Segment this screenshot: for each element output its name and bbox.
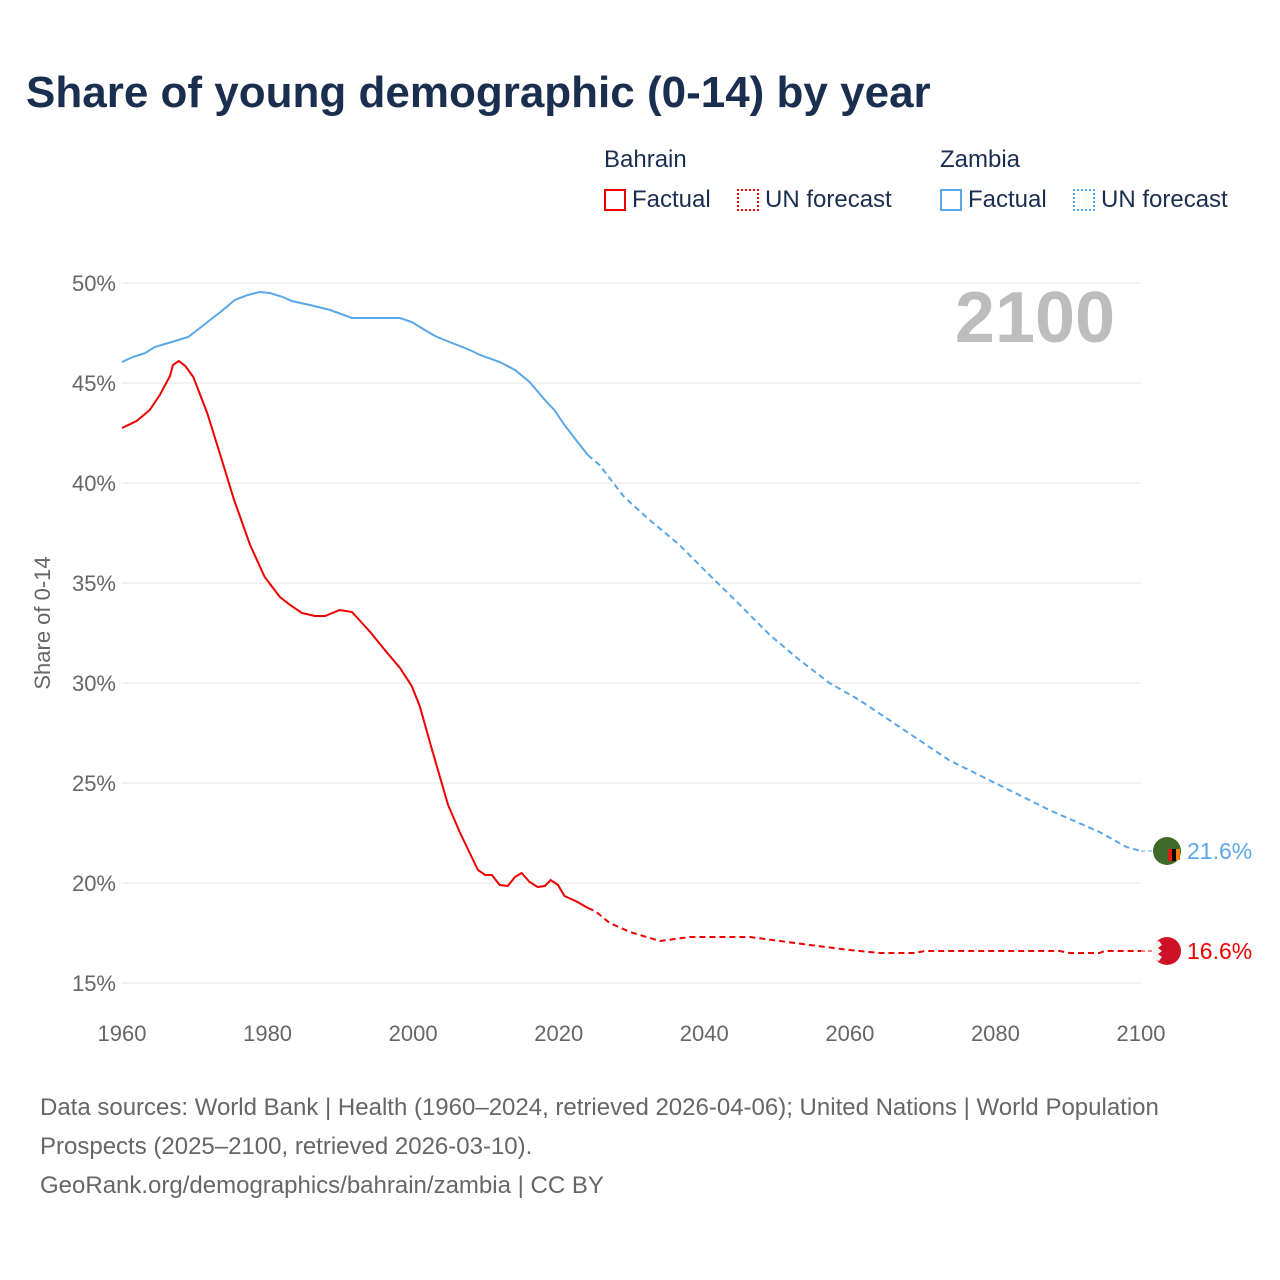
zambia-forecast-line (587, 454, 1142, 852)
x-tick-label: 1960 (98, 1021, 147, 1046)
legend-zambia-forecast[interactable]: UN forecast (1073, 186, 1228, 214)
legend-swatch (940, 189, 962, 211)
legend-swatch (1073, 189, 1095, 211)
plot-area: 2100 Share of 0-14 15% 20% 25% 30% 35% 40% 45%… (30, 271, 1252, 1046)
y-axis-label: Share of 0-14 (30, 556, 55, 689)
legend-label: UN forecast (1101, 186, 1228, 213)
legend-label: UN forecast (765, 186, 892, 213)
zambia-factual-line (121, 290, 589, 456)
y-tick-label: 25% (72, 771, 116, 796)
flag-stripe (1168, 849, 1172, 861)
flag-stripe (1176, 849, 1180, 860)
y-tick-label: 50% (72, 271, 116, 296)
x-tick-label: 2000 (389, 1021, 438, 1046)
y-tick-label: 40% (72, 471, 116, 496)
x-tick-label: 2020 (534, 1021, 583, 1046)
legend-label: Factual (968, 186, 1047, 213)
y-tick-label: 20% (72, 871, 116, 896)
year-watermark: 2100 (955, 278, 1115, 358)
zambia-end-value-label: 21.6% (1187, 838, 1252, 864)
flag-stripe (1172, 849, 1176, 861)
x-tick-label: 2100 (1117, 1021, 1166, 1046)
y-tick-label: 45% (72, 371, 116, 396)
x-tick-label: 2040 (680, 1021, 729, 1046)
legend-swatch (604, 189, 626, 211)
x-tick-label: 2080 (971, 1021, 1020, 1046)
bahrain-factual-line (121, 359, 589, 909)
x-tick-label: 1980 (243, 1021, 292, 1046)
legend-group-bahrain: Bahrain (604, 146, 687, 173)
y-tick-label: 15% (72, 971, 116, 996)
legend-zambia-factual[interactable]: Factual (940, 186, 1047, 214)
legend-swatch (737, 189, 759, 211)
y-tick-label: 30% (72, 671, 116, 696)
source-url[interactable]: GeoRank.org/demographics/bahrain/zambia … (40, 1172, 604, 1199)
legend-label: Factual (632, 186, 711, 213)
source-line: Data sources: World Bank | Health (1960–… (40, 1094, 1159, 1160)
legend-bahrain-factual[interactable]: Factual (604, 186, 711, 214)
chart-title: Share of young demographic (0-14) by yea… (26, 68, 931, 117)
x-tick-label: 2060 (825, 1021, 874, 1046)
bahrain-forecast-line (587, 907, 1141, 954)
legend-bahrain-forecast[interactable]: UN forecast (737, 186, 892, 214)
y-tick-label: 35% (72, 571, 116, 596)
legend-group-zambia: Zambia (940, 146, 1021, 173)
bahrain-end-value-label: 16.6% (1187, 938, 1252, 964)
source-note: Data sources: World Bank | Health (1960–… (40, 1088, 1160, 1205)
flag-serration (1153, 941, 1162, 961)
